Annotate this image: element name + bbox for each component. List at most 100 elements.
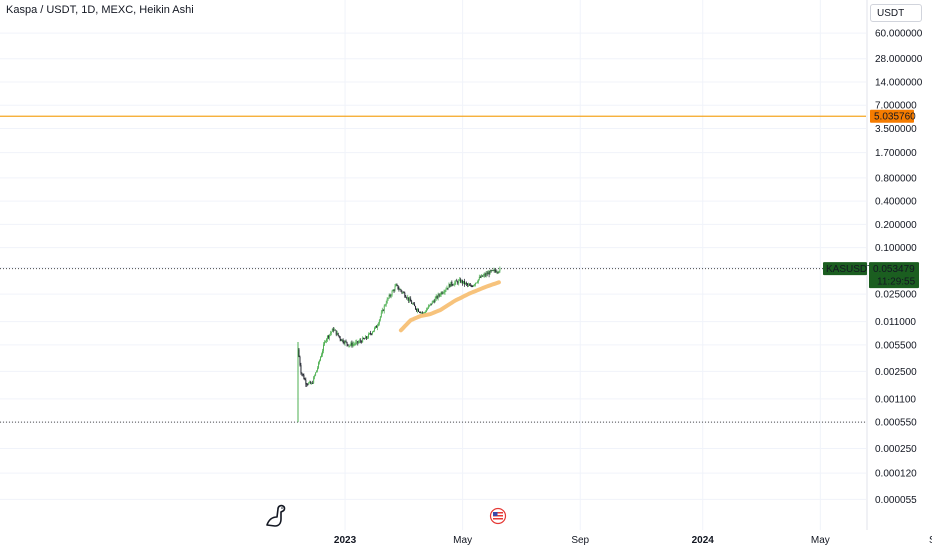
- x-tick-label: 2024: [692, 535, 715, 546]
- candle-body: [331, 328, 333, 332]
- candle-body: [384, 305, 386, 306]
- candle-body: [340, 339, 342, 341]
- candle-body: [459, 279, 461, 281]
- candle-body: [475, 282, 477, 284]
- candle-body: [477, 279, 479, 283]
- last-price-tag: 0.053479 11:29:55: [869, 262, 919, 289]
- candle-body: [450, 281, 452, 287]
- candle-body: [382, 309, 384, 311]
- candle-body: [349, 344, 351, 346]
- hline-price-tag: 5.035760: [870, 109, 916, 123]
- candle-body: [470, 285, 471, 287]
- candle-body: [480, 275, 482, 278]
- candle-body: [385, 303, 387, 306]
- candle-body: [425, 309, 427, 313]
- candle-body: [441, 292, 443, 294]
- candle-body: [447, 287, 449, 289]
- candle-body: [499, 268, 501, 272]
- y-tick-label: 0.005500: [875, 340, 917, 351]
- candle-body: [493, 269, 495, 271]
- candles-series: [297, 266, 501, 423]
- candle-body: [482, 275, 484, 277]
- candle-body: [421, 312, 422, 314]
- candle-body: [462, 280, 464, 284]
- currency-button[interactable]: USDT: [870, 4, 922, 22]
- candle-body: [498, 271, 500, 273]
- candle-body: [464, 281, 466, 285]
- y-tick-label: 0.400000: [875, 197, 917, 208]
- candle-body: [321, 354, 322, 358]
- candle-body: [374, 326, 376, 328]
- candle-body: [363, 338, 365, 339]
- candle-body: [440, 292, 442, 296]
- candle-body: [395, 284, 397, 287]
- chart-grid: [0, 0, 866, 530]
- candle-body: [364, 338, 366, 340]
- candle-body: [304, 379, 306, 380]
- candle-body: [316, 370, 318, 373]
- candle-body: [471, 285, 472, 287]
- candle-body: [373, 327, 375, 331]
- svg-text:KASUSDT: KASUSDT: [826, 264, 873, 275]
- dinosaur-icon[interactable]: [266, 504, 286, 527]
- candle-body: [485, 273, 487, 276]
- candle-body: [337, 332, 339, 336]
- candle-body: [336, 332, 338, 335]
- candle-body: [323, 344, 324, 351]
- candle-body: [487, 272, 489, 275]
- candle-body: [411, 301, 413, 304]
- candle-body: [399, 289, 401, 291]
- y-tick-label: 28.000000: [875, 54, 923, 65]
- candle-body: [347, 344, 349, 346]
- x-tick-label: Sep: [929, 535, 932, 546]
- candle-body: [476, 282, 478, 283]
- candle-body: [389, 295, 391, 296]
- price-axis[interactable]: 60.000000 28.000000 14.000000 7.000000 3.500…: [875, 29, 923, 506]
- candle-body: [463, 281, 465, 284]
- candle-body: [370, 333, 371, 334]
- candle-body: [402, 292, 404, 294]
- candle-body: [398, 288, 400, 290]
- candle-body: [346, 341, 348, 345]
- candle-body: [409, 298, 411, 301]
- candle-body: [371, 333, 372, 335]
- candle-body: [404, 292, 406, 297]
- candle-body: [431, 301, 433, 305]
- candle-body: [367, 337, 369, 339]
- candle-body: [305, 379, 307, 385]
- candle-body: [484, 274, 486, 276]
- candle-body: [471, 286, 473, 287]
- candle-body: [408, 297, 410, 301]
- candle-body: [424, 312, 426, 313]
- y-tick-label: 1.700000: [875, 148, 917, 159]
- y-tick-label: 14.000000: [875, 77, 923, 88]
- candle-body: [386, 298, 388, 304]
- candle-body: [383, 305, 385, 311]
- candle-body: [388, 295, 390, 299]
- y-tick-label: 0.002500: [875, 367, 917, 378]
- symbol-tag: KASUSDT: [823, 262, 873, 276]
- candle-body: [380, 312, 382, 317]
- candle-body: [298, 349, 300, 357]
- time-axis[interactable]: 2023MaySep2024MaySep2025: [334, 535, 932, 546]
- candle-body: [334, 329, 336, 331]
- moving-average-line: [398, 280, 501, 333]
- candle-body: [369, 333, 370, 334]
- candle-body: [355, 342, 357, 344]
- candle-body: [456, 280, 458, 282]
- candle-body: [415, 306, 417, 310]
- candle-body: [481, 275, 483, 277]
- candle-body: [359, 340, 361, 342]
- candle-body: [442, 292, 444, 294]
- candle-body: [422, 312, 423, 314]
- candle-body: [451, 281, 453, 285]
- candle-body: [414, 303, 416, 307]
- candle-body: [455, 280, 457, 283]
- candle-body: [469, 284, 470, 286]
- candle-body: [473, 284, 475, 286]
- candle-body: [326, 335, 328, 340]
- candle-body: [483, 274, 485, 276]
- candle-body: [375, 326, 377, 328]
- us-flag-icon[interactable]: [489, 507, 507, 525]
